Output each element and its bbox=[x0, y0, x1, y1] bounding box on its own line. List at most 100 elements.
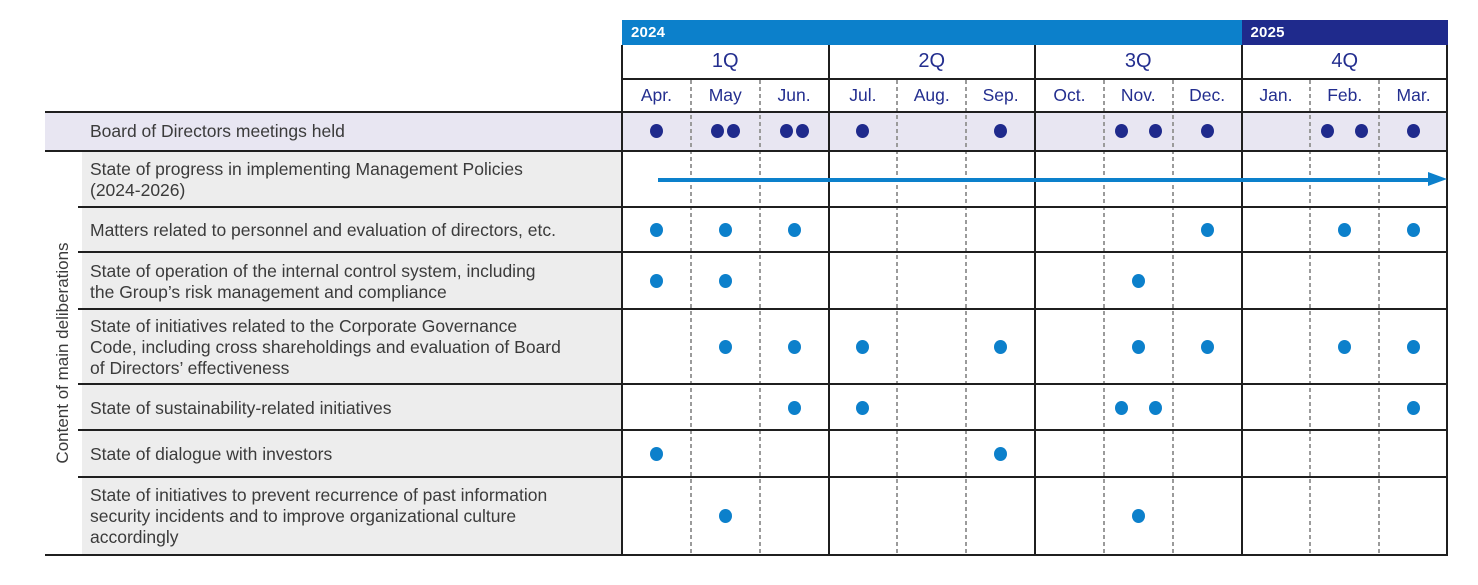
meeting-dot bbox=[726, 124, 740, 138]
meeting-dot bbox=[649, 447, 663, 461]
meeting-dot bbox=[1200, 340, 1214, 354]
grid-hline-bottom bbox=[45, 554, 1448, 556]
grid-vline-month-dashed bbox=[758, 80, 761, 556]
grid-vline-month-dashed bbox=[1171, 80, 1174, 556]
row-label-sustainability: State of sustainability-related initiati… bbox=[82, 385, 622, 431]
row-label-text: State of progress in implementing Manage… bbox=[90, 159, 523, 200]
row-label-investor-dialogue: State of dialogue with investors bbox=[82, 431, 622, 478]
grid-vline-month-dashed bbox=[1102, 80, 1105, 556]
meeting-dot bbox=[856, 400, 870, 415]
meeting-dot bbox=[1407, 223, 1421, 237]
meeting-dot bbox=[1338, 223, 1352, 237]
row-label-governance-code: State of initiatives related to the Corp… bbox=[82, 310, 622, 385]
grid-vline-quarter bbox=[1034, 45, 1036, 556]
meeting-dot bbox=[1200, 223, 1214, 237]
meeting-dot bbox=[787, 340, 801, 354]
grid-vline-month-dashed bbox=[1309, 80, 1312, 556]
row-label-text: State of sustainability-related initiati… bbox=[90, 397, 392, 418]
meeting-dot bbox=[649, 274, 663, 288]
meeting-dot bbox=[1407, 124, 1421, 138]
month-cell-Feb: Feb. bbox=[1327, 85, 1363, 105]
meeting-dot bbox=[718, 508, 732, 523]
meeting-dot bbox=[994, 340, 1008, 354]
grid-hline-row-separator bbox=[78, 429, 1448, 431]
month-cell-Mar: Mar. bbox=[1396, 85, 1431, 105]
quarter-cell-1Q: 1Q bbox=[711, 50, 739, 72]
meeting-dot bbox=[1200, 124, 1214, 138]
grid-vline-month-dashed bbox=[965, 80, 968, 556]
row-bg-sustainability bbox=[82, 385, 622, 431]
content-deliberations-axis-label: Content of main deliberations bbox=[53, 242, 72, 464]
month-cell-Aug: Aug. bbox=[913, 85, 950, 105]
year-bar-2024: 2024 bbox=[622, 20, 1242, 45]
grid-vline-quarter bbox=[1240, 45, 1243, 556]
row-bg-investor-dialogue bbox=[82, 431, 622, 478]
quarter-cell-2Q: 2Q bbox=[918, 50, 946, 72]
meeting-dot bbox=[1131, 340, 1145, 354]
meeting-dot bbox=[795, 124, 809, 138]
meeting-dot bbox=[1321, 124, 1335, 138]
meeting-dot bbox=[649, 223, 663, 237]
month-cell-Jan: Jan. bbox=[1259, 85, 1293, 105]
meeting-dot bbox=[1114, 400, 1128, 415]
row-label-internal-control: State of operation of the internal contr… bbox=[82, 253, 622, 310]
row-label-board-meetings: Board of Directors meetings held bbox=[90, 113, 610, 150]
meeting-dot bbox=[1338, 340, 1352, 354]
row-label-text: State of dialogue with investors bbox=[90, 444, 333, 464]
meeting-dot bbox=[787, 400, 801, 415]
meeting-dot bbox=[994, 124, 1008, 138]
meeting-dot bbox=[994, 447, 1008, 461]
meeting-dot bbox=[779, 124, 793, 138]
grid-hline-under-months bbox=[45, 111, 1448, 113]
month-cell-Sep: Sep. bbox=[982, 85, 1019, 105]
quarter-cell-4Q: 4Q bbox=[1331, 50, 1359, 72]
meeting-dot bbox=[856, 340, 870, 354]
row-label-management-policies-progress: State of progress in implementing Manage… bbox=[82, 152, 622, 208]
grid-hline-under-board-row bbox=[45, 150, 1448, 152]
meeting-dot bbox=[1131, 274, 1145, 288]
grid-vline-quarter bbox=[621, 45, 623, 556]
grid-hline-row-separator bbox=[78, 383, 1448, 385]
year-bar-2025: 2025 bbox=[1241, 20, 1448, 45]
month-cell-Jun: Jun. bbox=[777, 85, 811, 105]
row-bg-board-meetings bbox=[45, 113, 1448, 150]
meeting-dot bbox=[1148, 400, 1162, 415]
grid-hline-under-quarters bbox=[622, 78, 1448, 80]
meeting-dot bbox=[718, 274, 732, 288]
meeting-dot bbox=[1114, 124, 1128, 138]
month-cell-Apr: Apr. bbox=[640, 85, 672, 105]
meeting-dot bbox=[856, 124, 870, 138]
row-label-text: State of initiatives to prevent recurren… bbox=[90, 484, 548, 547]
meeting-dot bbox=[649, 124, 663, 138]
progress-arrow-line bbox=[658, 177, 1428, 182]
meeting-dot bbox=[1355, 124, 1369, 138]
grid-vline-right-border bbox=[1446, 45, 1448, 556]
grid-vline-month-dashed bbox=[1378, 80, 1381, 556]
grid-hline-row-separator bbox=[78, 308, 1448, 310]
row-bg-management-policies-progress bbox=[82, 152, 622, 208]
meeting-dot bbox=[1407, 340, 1421, 354]
row-label-text: Board of Directors meetings held bbox=[90, 121, 345, 141]
meeting-dot bbox=[710, 124, 724, 138]
row-bg-internal-control bbox=[82, 253, 622, 310]
progress-arrow-head bbox=[1428, 172, 1447, 186]
grid-vline-quarter bbox=[827, 45, 830, 556]
meeting-dot bbox=[718, 340, 732, 354]
grid-hline-row-separator bbox=[78, 476, 1448, 478]
row-bg-personnel-evaluation bbox=[82, 208, 622, 253]
month-cell-Jul: Jul. bbox=[849, 85, 877, 105]
meeting-dot bbox=[718, 223, 732, 237]
quarter-cell-3Q: 3Q bbox=[1124, 50, 1152, 72]
grid-hline-row-separator bbox=[78, 206, 1448, 208]
grid-vline-month-dashed bbox=[896, 80, 899, 556]
month-cell-May: May bbox=[708, 85, 742, 105]
month-cell-Nov: Nov. bbox=[1120, 85, 1156, 105]
row-label-info-security: State of initiatives to prevent recurren… bbox=[82, 478, 622, 554]
month-cell-Oct: Oct. bbox=[1053, 85, 1086, 105]
meeting-dot bbox=[1148, 124, 1162, 138]
meeting-dot bbox=[1131, 508, 1145, 523]
row-bg-governance-code bbox=[82, 310, 622, 385]
row-bg-info-security bbox=[82, 478, 622, 554]
meeting-dot bbox=[1407, 400, 1421, 415]
row-label-text: State of operation of the internal contr… bbox=[90, 260, 536, 302]
